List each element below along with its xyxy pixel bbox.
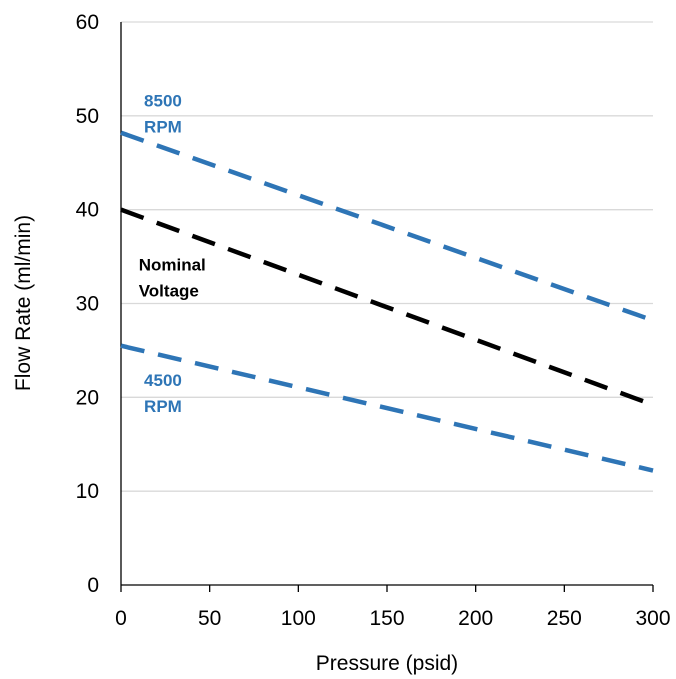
x-tick-label: 100 [281,607,316,630]
series-lines [120,130,654,473]
annotation-line: RPM [144,397,182,416]
y-tick-label: 10 [76,480,99,503]
annotation-line: 8500 [144,91,182,110]
series-annotation: Nominal Voltage [139,256,206,301]
x-axis-title: Pressure (psid) [316,652,458,675]
y-axis-title: Flow Rate (ml/min) [12,215,35,391]
annotation-line: Voltage [139,282,199,301]
annotations: 8500 RPM Nominal Voltage 4500 RPM [139,91,206,416]
y-tick-label: 50 [76,105,99,128]
x-tick-label: 0 [115,607,127,630]
x-tick-label: 300 [635,607,670,630]
x-tick-label: 200 [458,607,493,630]
y-tick-label: 0 [87,574,99,597]
series-line-2 [120,207,654,407]
annotation-line: 4500 [144,371,182,390]
series-annotation: 8500 RPM [144,91,182,136]
series-line-3 [120,343,654,473]
x-tick-label: 150 [369,607,404,630]
y-tick-label: 40 [76,199,99,222]
annotation-line: RPM [144,117,182,136]
series-line-1 [120,130,654,323]
series-annotation: 4500 RPM [144,371,182,416]
annotation-line: Nominal [139,256,206,275]
gridlines [121,21,653,492]
y-tick-label: 30 [76,293,99,316]
x-tick-label: 250 [547,607,582,630]
axes: 0 50 100 150 200 250 300 0 10 20 30 40 50 60 [76,11,671,630]
x-tick-label: 50 [198,607,221,630]
y-tick-label: 20 [76,386,99,409]
y-tick-label: 60 [76,11,99,34]
